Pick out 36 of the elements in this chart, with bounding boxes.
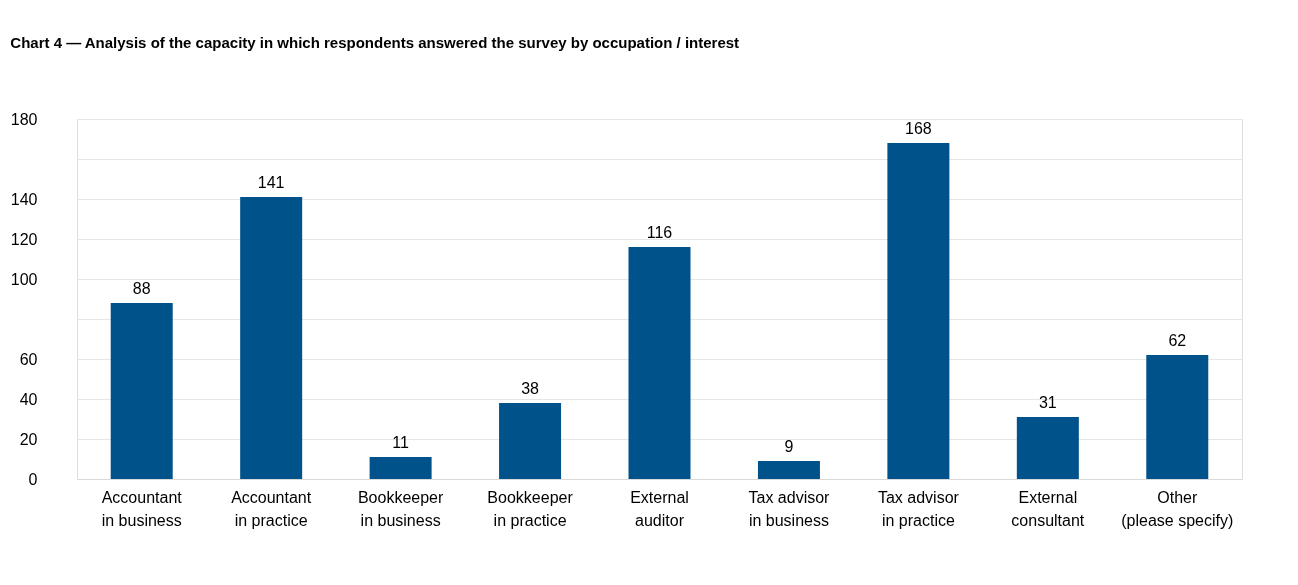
- data-label: 62: [1168, 332, 1187, 349]
- x-tick-label: Tax advisor in business: [748, 488, 831, 529]
- bar: [369, 457, 432, 479]
- data-label: 31: [1038, 394, 1057, 411]
- data-label: 88: [132, 280, 151, 297]
- bar: [1146, 355, 1209, 479]
- x-tick-label: Accountant in practice: [231, 488, 312, 529]
- y-tick-label: 140: [10, 190, 38, 208]
- x-tick-label: Tax advisor in practice: [877, 488, 960, 529]
- y-tick-label: 120: [10, 230, 38, 248]
- bar: [757, 461, 820, 479]
- y-tick-label: 180: [10, 110, 38, 128]
- data-label: 38: [521, 380, 540, 397]
- data-label: 116: [646, 224, 673, 241]
- data-label: 141: [257, 174, 285, 191]
- x-tick-label: Bookkeeper in practice: [487, 488, 574, 529]
- data-label: 9: [784, 438, 794, 455]
- x-tick-label: Other (please specify): [1121, 488, 1234, 529]
- y-tick-label: 20: [19, 430, 38, 448]
- chart-title: Chart 4 — Analysis of the capacity in which respondents answered the survey by occupation / interest: [10, 34, 740, 51]
- data-label: 168: [905, 120, 932, 137]
- bar: [240, 197, 303, 479]
- bar: [887, 143, 950, 479]
- bar: [110, 303, 173, 479]
- x-tick-label: External consultant: [1011, 488, 1085, 529]
- x-tick-label: External auditor: [630, 488, 689, 529]
- bar: [499, 403, 562, 479]
- y-tick-label: 0: [28, 470, 38, 488]
- x-tick-label: Bookkeeper in business: [357, 488, 444, 529]
- y-tick-label: 100: [10, 270, 38, 288]
- x-tick-label: Accountant in business: [101, 488, 183, 529]
- bar: [1016, 417, 1079, 479]
- data-label: 11: [392, 434, 410, 451]
- bar: [628, 247, 691, 479]
- y-tick-label: 60: [19, 350, 38, 368]
- y-tick-label: 40: [19, 390, 38, 408]
